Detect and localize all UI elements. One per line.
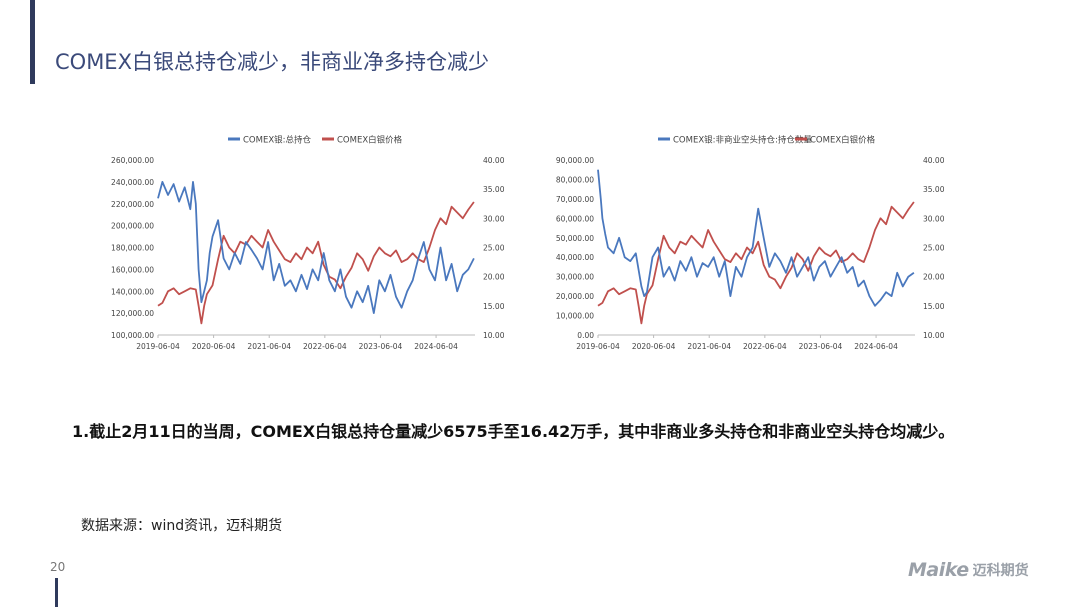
legend-label: COMEX银:总持仓	[243, 135, 312, 146]
y-left-tick-label: 220,000.00	[111, 200, 154, 209]
y-right-tick-label: 40.00	[483, 156, 505, 165]
series-line	[597, 169, 915, 307]
x-tick-label: 2022-06-04	[743, 342, 787, 351]
series-line	[157, 181, 475, 315]
y-left-tick-label: 100,000.00	[111, 331, 154, 340]
body-text: 1.截止2月11日的当周，COMEX白银总持仓量减少6575手至16.42万手，…	[72, 422, 955, 441]
y-left-tick-label: 140,000.00	[111, 287, 154, 296]
legend-item-2: COMEX白银价格	[795, 135, 876, 146]
data-source: 数据来源：wind资讯，迈科期货	[81, 518, 283, 534]
x-tick-label: 2023-06-04	[359, 342, 403, 351]
x-tick-label: 2019-06-04	[576, 342, 620, 351]
y-right-tick-label: 10.00	[483, 331, 505, 340]
logo-cn-text: 迈科期货	[972, 563, 1029, 579]
x-tick-label: 2021-06-04	[687, 342, 731, 351]
logo-mark: Maike	[908, 559, 969, 581]
y-left-tick-label: 90,000.00	[556, 156, 594, 165]
y-left-tick-label: 70,000.00	[556, 195, 594, 204]
x-tick-label: 2023-06-04	[799, 342, 843, 351]
series-line	[157, 201, 475, 325]
legend-label: COMEX银:非商业空头持仓:持仓数量	[673, 135, 812, 146]
legend-item-1: COMEX银:非商业空头持仓:持仓数量	[658, 135, 812, 146]
y-right-tick-label: 25.00	[923, 244, 945, 253]
y-right-tick-label: 30.00	[483, 214, 505, 223]
y-left-tick-label: 40,000.00	[556, 253, 594, 262]
y-left-tick-label: 160,000.00	[111, 265, 154, 274]
chart-svg: COMEX银:总持仓 COMEX白银价格 260,000.00 240,000.00 2…	[111, 135, 505, 352]
legend-label: COMEX白银价格	[337, 135, 403, 146]
x-tick-label: 2020-06-04	[192, 342, 236, 351]
y-right-tick-label: 20.00	[483, 273, 505, 282]
y-left-tick-label: 120,000.00	[111, 309, 154, 318]
x-tick-label: 2024-06-04	[414, 342, 458, 351]
y-right-tick-label: 35.00	[483, 185, 505, 194]
y-right-tick-label: 25.00	[483, 244, 505, 253]
y-left-tick-label: 10,000.00	[556, 312, 594, 321]
company-logo: Maike 迈科期货	[908, 558, 1029, 582]
y-left-tick-label: 260,000.00	[111, 156, 154, 165]
page-title: COMEX白银总持仓减少，非商业净多持仓减少	[55, 50, 489, 74]
x-tick-label: 2020-06-04	[632, 342, 676, 351]
page-number: 20	[50, 560, 66, 574]
x-tick-label: 2022-06-04	[303, 342, 347, 351]
y-right-tick-label: 30.00	[923, 214, 945, 223]
y-left-tick-label: 50,000.00	[556, 234, 594, 243]
chart-total-open-interest: COMEX银:总持仓 COMEX白银价格 260,000.00 240,000.00 2…	[100, 125, 520, 355]
legend-item-2: COMEX白银价格	[322, 135, 403, 146]
legend-label: COMEX白银价格	[810, 135, 876, 146]
x-tick-label: 2024-06-04	[854, 342, 898, 351]
y-right-tick-label: 15.00	[923, 302, 945, 311]
accent-bar-bottom	[55, 578, 58, 607]
y-left-tick-label: 80,000.00	[556, 175, 594, 184]
y-left-tick-label: 30,000.00	[556, 273, 594, 282]
accent-bar-top	[30, 0, 35, 84]
y-right-tick-label: 10.00	[923, 331, 945, 340]
y-left-tick-label: 240,000.00	[111, 178, 154, 187]
y-left-tick-label: 60,000.00	[556, 214, 594, 223]
y-left-tick-label: 20,000.00	[556, 292, 594, 301]
y-right-tick-label: 40.00	[923, 156, 945, 165]
chart-noncommercial-short: COMEX银:非商业空头持仓:持仓数量 COMEX白银价格 90,000.00 80,…	[540, 125, 960, 355]
y-right-tick-label: 15.00	[483, 302, 505, 311]
legend-item-1: COMEX银:总持仓	[228, 135, 312, 146]
y-right-tick-label: 20.00	[923, 273, 945, 282]
x-tick-label: 2021-06-04	[247, 342, 291, 351]
x-tick-label: 2019-06-04	[136, 342, 180, 351]
series-line	[597, 201, 915, 325]
y-left-tick-label: 200,000.00	[111, 222, 154, 231]
y-left-tick-label: 180,000.00	[111, 244, 154, 253]
y-right-tick-label: 35.00	[923, 185, 945, 194]
y-left-tick-label: 0.00	[577, 331, 594, 340]
